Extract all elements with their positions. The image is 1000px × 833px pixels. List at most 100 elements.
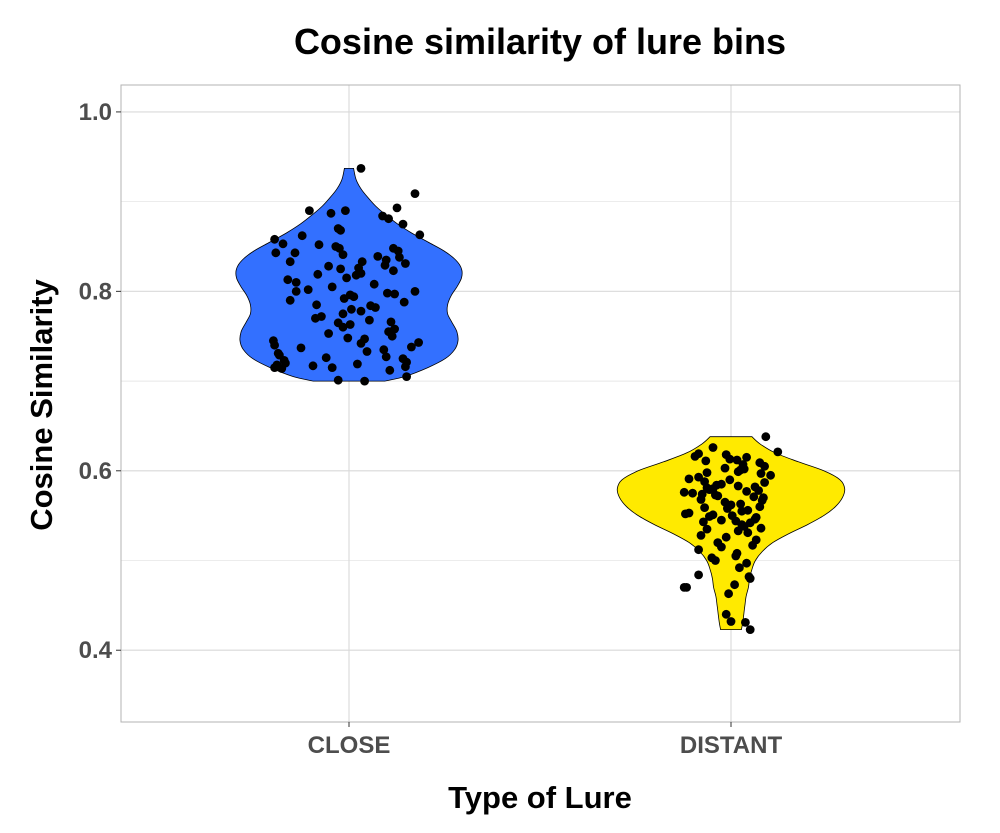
data-point [717,515,726,525]
data-point [327,282,337,292]
data-point [730,580,739,590]
data-point [362,347,372,356]
data-point [761,432,771,442]
data-point [754,486,763,495]
y-tick-label: 0.4 [79,637,113,664]
data-point [410,189,420,199]
data-point [398,219,408,229]
data-point [395,252,404,262]
data-point [270,340,279,350]
data-point [380,260,390,270]
data-point [720,463,730,473]
data-points [269,164,783,634]
data-point [749,492,759,502]
data-point [356,306,366,316]
data-point [721,532,731,542]
data-point [353,359,362,369]
data-point [356,164,366,173]
data-point [748,540,757,550]
data-point [725,454,735,464]
data-point [296,343,306,353]
data-point [743,528,753,538]
data-point [766,470,775,480]
data-point [717,542,726,552]
data-point [742,487,751,496]
data-point [314,240,324,250]
data-point [401,259,410,268]
data-point [283,275,293,285]
data-point [271,248,281,258]
data-point [726,617,736,626]
data-point [349,292,359,302]
data-point [756,523,766,533]
data-point [305,206,314,216]
data-point [415,230,425,240]
data-point [755,502,765,512]
data-point [390,289,399,299]
data-point [694,545,703,555]
data-point [681,509,690,519]
data-point [721,609,731,619]
data-point [278,239,288,249]
grid-lines [121,85,960,722]
data-point [347,304,356,314]
data-point [360,376,369,386]
data-point [401,362,410,372]
data-point [336,225,345,235]
data-point [684,474,694,484]
data-point [392,203,402,213]
x-tick-label: DISTANT [680,732,783,759]
data-point [387,331,397,341]
data-point [701,456,711,466]
data-point [756,469,766,478]
data-point [679,487,689,497]
data-point [351,270,361,280]
data-point [297,231,307,241]
data-point [696,531,706,540]
data-point [343,333,353,343]
data-point [702,524,712,534]
data-point [741,618,750,627]
data-point [723,504,732,513]
data-point [700,503,709,512]
data-point [694,570,703,580]
data-point [336,264,345,274]
data-point [732,455,742,465]
data-point [705,485,714,494]
data-point [338,250,348,259]
data-point [733,467,743,477]
data-point [369,279,379,289]
data-point [365,315,374,325]
y-axis-ticks: 0.4 0.6 0.8 1.0 [79,99,121,664]
data-point [742,558,751,568]
data-point [321,353,331,363]
data-point [708,443,718,452]
data-point [303,285,313,294]
data-point [745,625,755,634]
data-point [385,365,395,375]
data-point [725,475,735,485]
data-point [699,517,708,527]
x-axis-ticks: CLOSE DISTANT [308,722,783,759]
data-point [270,234,279,244]
data-point [407,342,416,352]
data-point [291,278,301,287]
data-point [745,574,755,583]
chart-title: Cosine similarity of lure bins [294,21,786,62]
data-point [731,551,741,561]
data-point [313,269,323,279]
data-point [737,506,747,516]
data-point [735,563,744,573]
data-point [702,468,712,477]
y-tick-label: 1.0 [79,99,112,126]
data-point [327,363,337,372]
data-point [386,317,396,327]
data-point [705,512,714,521]
data-point [308,361,318,371]
y-tick-label: 0.6 [79,458,112,485]
data-point [713,491,723,501]
data-point [688,488,697,498]
data-point [402,372,411,381]
data-point [760,478,769,487]
data-point [682,583,691,592]
